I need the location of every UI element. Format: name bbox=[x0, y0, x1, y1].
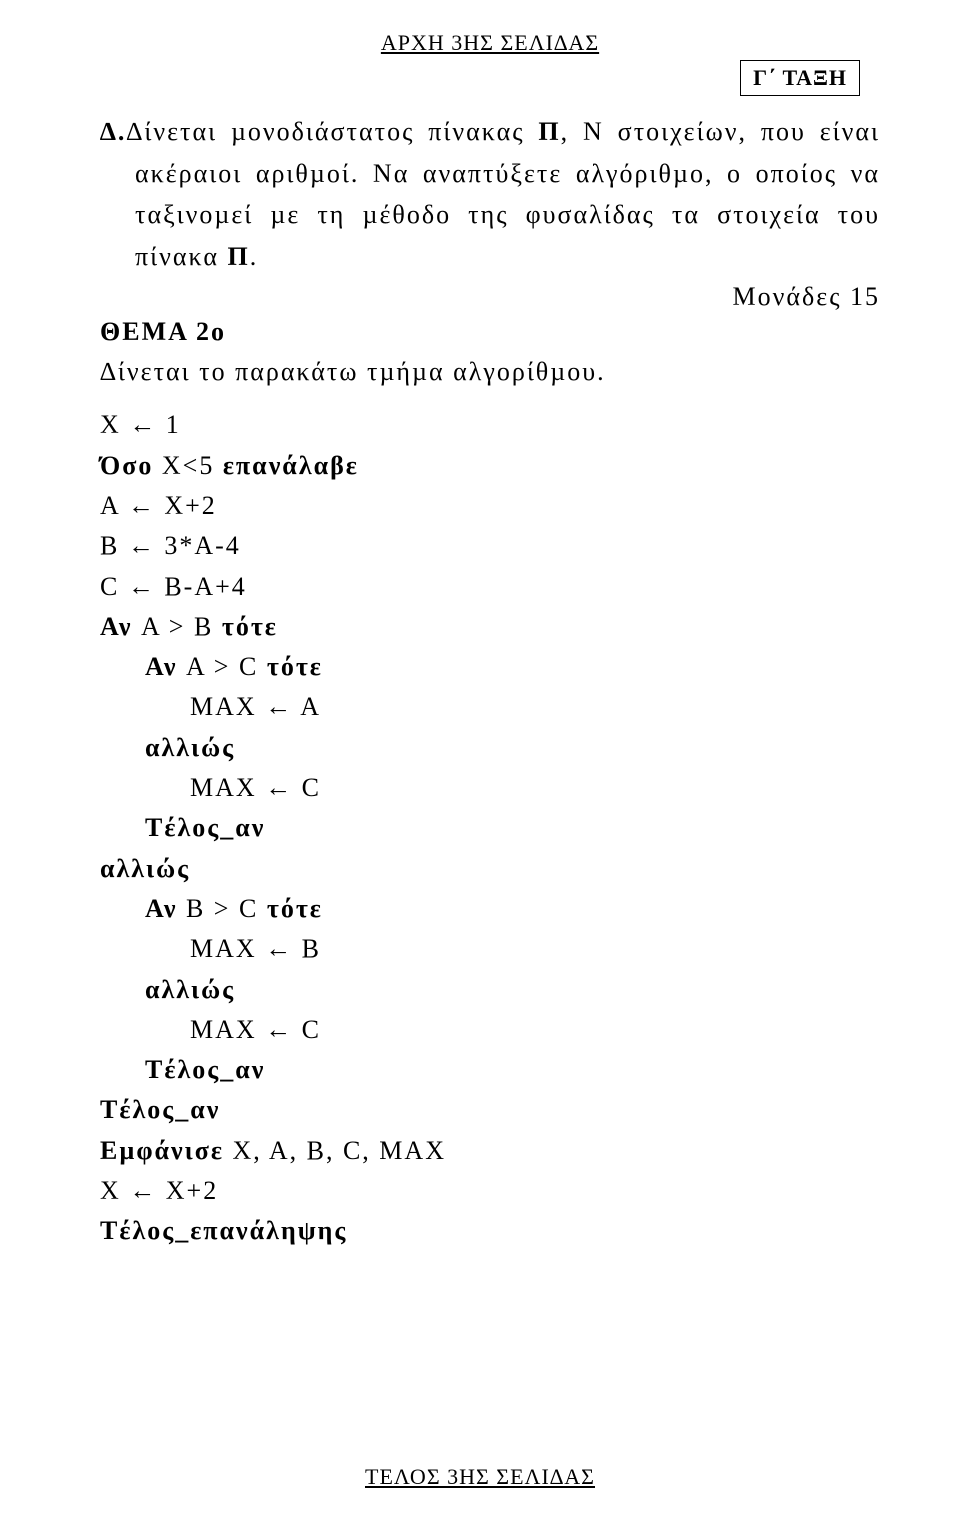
code-line-3: Α ← Χ+2 bbox=[100, 486, 880, 526]
code-line-12: αλλιώς bbox=[100, 849, 880, 889]
section-d-text3: . bbox=[250, 242, 259, 271]
code-keyword: Tέλος_αν bbox=[145, 1055, 265, 1084]
code-text: MAX bbox=[190, 934, 265, 963]
code-line-2: Όσο Χ<5 επανάλαβε bbox=[100, 446, 880, 486]
code-text: Χ bbox=[100, 1176, 129, 1205]
code-keyword: αλλιώς bbox=[145, 733, 235, 762]
code-text: Β-Α+4 bbox=[156, 572, 247, 601]
code-keyword: Tέλος_αν bbox=[145, 813, 265, 842]
code-text: Χ, Α, Β, C, MAX bbox=[233, 1136, 446, 1165]
code-line-14: MAX ← Β bbox=[100, 929, 880, 969]
code-line-19: Εµφάνισε Χ, Α, Β, C, MAX bbox=[100, 1131, 880, 1171]
code-keyword: Εµφάνισε bbox=[100, 1136, 233, 1165]
code-text: Β bbox=[100, 531, 128, 560]
arrow-icon: ← bbox=[265, 1015, 293, 1044]
code-keyword: Όσο bbox=[100, 451, 162, 480]
code-keyword: Αν bbox=[145, 894, 186, 923]
code-line-17: Tέλος_αν bbox=[100, 1050, 880, 1090]
code-text: Α > Β bbox=[141, 612, 222, 641]
code-line-11: Tέλος_αν bbox=[100, 808, 880, 848]
arrow-icon: ← bbox=[129, 410, 157, 439]
algo-intro: ∆ίνεται το παρακάτω τµήµα αλγορίθµου. bbox=[100, 357, 880, 387]
code-line-8: MAX ← A bbox=[100, 687, 880, 727]
class-box: Γ΄ ΤΑΞΗ bbox=[740, 60, 860, 96]
code-text: C bbox=[100, 572, 128, 601]
code-text: Χ+2 bbox=[156, 491, 217, 520]
arrow-icon: ← bbox=[129, 1176, 157, 1205]
code-line-18: Tέλος_αν bbox=[100, 1090, 880, 1130]
code-line-16: MAX ← C bbox=[100, 1010, 880, 1050]
code-line-15: αλλιώς bbox=[100, 970, 880, 1010]
section-d-paragraph: ∆.∆ίνεται µονοδιάστατος πίνακας Π, Ν στο… bbox=[100, 111, 880, 277]
arrow-icon: ← bbox=[128, 572, 156, 601]
arrow-icon: ← bbox=[265, 773, 293, 802]
code-text: A bbox=[293, 692, 321, 721]
code-text: MAX bbox=[190, 692, 265, 721]
section-d-text1: ∆ίνεται µονοδιάστατος πίνακας bbox=[126, 117, 538, 146]
code-text: Χ bbox=[100, 410, 129, 439]
section-d-label: ∆. bbox=[100, 117, 126, 146]
code-text: C bbox=[293, 1015, 321, 1044]
code-line-20: Χ ← Χ+2 bbox=[100, 1171, 880, 1211]
monades: Μονάδες 15 bbox=[100, 282, 880, 312]
arrow-icon: ← bbox=[265, 692, 293, 721]
code-keyword: επανάλαβε bbox=[223, 451, 359, 480]
code-line-9: αλλιώς bbox=[100, 728, 880, 768]
arrow-icon: ← bbox=[128, 531, 156, 560]
code-text: 3*Α-4 bbox=[156, 531, 241, 560]
code-line-10: MAX ← C bbox=[100, 768, 880, 808]
code-keyword: τότε bbox=[267, 894, 323, 923]
code-line-7: Αν Α > C τότε bbox=[100, 647, 880, 687]
code-text: MAX bbox=[190, 773, 265, 802]
code-keyword: αλλιώς bbox=[100, 854, 190, 883]
code-text: 1 bbox=[157, 410, 181, 439]
page-header-top: ΑΡΧΗ 3ΗΣ ΣΕΛΙ∆ΑΣ bbox=[100, 30, 880, 56]
code-text: C bbox=[293, 773, 321, 802]
code-line-21: Tέλος_επανάληψης bbox=[100, 1211, 880, 1251]
code-keyword: Tέλος_αν bbox=[100, 1095, 220, 1124]
page-footer: ΤΕΛΟΣ 3ΗΣ ΣΕΛΙ∆ΑΣ bbox=[0, 1464, 960, 1490]
section-d-pi2: Π bbox=[228, 242, 250, 271]
code-line-5: C ← Β-Α+4 bbox=[100, 567, 880, 607]
thema-2-title: ΘΕΜΑ 2ο bbox=[100, 317, 880, 347]
code-text: Α bbox=[100, 491, 128, 520]
code-keyword: τότε bbox=[267, 652, 323, 681]
code-keyword: αλλιώς bbox=[145, 975, 235, 1004]
code-line-4: Β ← 3*Α-4 bbox=[100, 526, 880, 566]
arrow-icon: ← bbox=[128, 491, 156, 520]
code-line-13: Αν B > C τότε bbox=[100, 889, 880, 929]
code-keyword: τότε bbox=[222, 612, 278, 641]
content: ∆.∆ίνεται µονοδιάστατος πίνακας Π, Ν στο… bbox=[100, 111, 880, 1252]
code-line-6: Αν Α > Β τότε bbox=[100, 607, 880, 647]
code-line-1: Χ ← 1 bbox=[100, 405, 880, 445]
code-block: Χ ← 1 Όσο Χ<5 επανάλαβε Α ← Χ+2 Β ← 3*Α-… bbox=[100, 405, 880, 1251]
code-text: MAX bbox=[190, 1015, 265, 1044]
code-keyword: Αν bbox=[145, 652, 186, 681]
code-text: Α > C bbox=[186, 652, 267, 681]
arrow-icon: ← bbox=[265, 934, 293, 963]
code-keyword: Αν bbox=[100, 612, 141, 641]
code-text: Β bbox=[293, 934, 321, 963]
code-keyword: Tέλος_επανάληψης bbox=[100, 1216, 347, 1245]
code-text: B > C bbox=[186, 894, 267, 923]
section-d-pi1: Π bbox=[538, 117, 560, 146]
code-text: Χ+2 bbox=[157, 1176, 218, 1205]
code-text: Χ<5 bbox=[162, 451, 223, 480]
